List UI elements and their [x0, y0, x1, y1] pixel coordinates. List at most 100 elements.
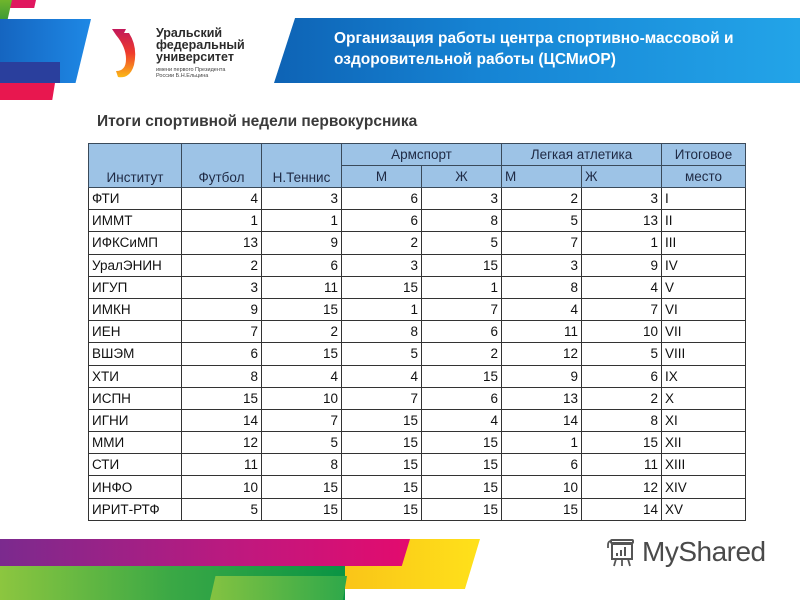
decor-stripe-navy — [0, 62, 60, 83]
cell-football: 15 — [181, 386, 262, 410]
column-header-athletics-female: Ж — [581, 165, 662, 188]
column-header-tennis: Н.Теннис — [261, 143, 342, 188]
table-row: СТИ 11 8 15 15 6 11 XIII — [88, 453, 746, 477]
column-header-armsport-female: Ж — [421, 165, 502, 188]
table-row: ИГНИ 14 7 15 4 14 8 XI — [88, 408, 746, 433]
cell-institute: ФТИ — [88, 186, 182, 211]
cell-final-place: XII — [661, 431, 746, 455]
cell-athletics-male: 2 — [501, 186, 582, 211]
cell-final-place: X — [661, 386, 746, 410]
cell-institute: СТИ — [88, 453, 182, 477]
cell-athletics-male: 8 — [501, 275, 582, 299]
cell-armsport-female: 8 — [421, 209, 502, 233]
cell-athletics-male: 7 — [501, 231, 582, 255]
university-subtitle-line: имени первого Президента — [156, 67, 226, 73]
cell-armsport-male: 15 — [341, 408, 422, 433]
banner-title-line: Организация работы центра спортивно-масс… — [334, 30, 734, 47]
cell-athletics-male: 12 — [501, 342, 582, 366]
cell-athletics-male: 14 — [501, 408, 582, 433]
cell-tennis: 15 — [261, 497, 342, 521]
cell-armsport-male: 15 — [341, 453, 422, 477]
cell-athletics-female: 7 — [581, 297, 662, 322]
banner-title-line: оздоровительной работы (ЦСМиОР) — [334, 51, 616, 68]
table-row: УралЭНИН 2 6 3 15 3 9 IV — [88, 253, 746, 277]
cell-final-place: IV — [661, 253, 746, 277]
cell-athletics-male: 9 — [501, 364, 582, 388]
cell-institute: ИГУП — [88, 275, 182, 299]
cell-athletics-male: 11 — [501, 320, 582, 344]
university-name-line: Уральский — [156, 26, 223, 40]
cell-football: 11 — [181, 453, 262, 477]
cell-football: 8 — [181, 364, 262, 388]
cell-athletics-male: 13 — [501, 386, 582, 410]
cell-final-place: XI — [661, 408, 746, 433]
cell-football: 1 — [181, 209, 262, 233]
cell-athletics-female: 8 — [581, 408, 662, 433]
cell-tennis: 8 — [261, 453, 342, 477]
column-header-final-place-line2: место — [661, 165, 746, 188]
cell-tennis: 15 — [261, 297, 342, 322]
cell-tennis: 11 — [261, 275, 342, 299]
cell-institute: ХТИ — [88, 364, 182, 388]
cell-athletics-female: 1 — [581, 231, 662, 255]
cell-armsport-female: 3 — [421, 186, 502, 211]
table-row: ХТИ 8 4 4 15 9 6 IX — [88, 364, 746, 388]
cell-athletics-male: 15 — [501, 497, 582, 521]
cell-institute: ММИ — [88, 431, 182, 455]
cell-armsport-male: 15 — [341, 431, 422, 455]
cell-institute: ИНФО — [88, 475, 182, 499]
cell-armsport-male: 3 — [341, 253, 422, 277]
cell-tennis: 2 — [261, 320, 342, 344]
cell-final-place: VIII — [661, 342, 746, 366]
cell-armsport-male: 8 — [341, 320, 422, 344]
cell-armsport-male: 4 — [341, 364, 422, 388]
results-table: Институт Футбол Н.Теннис Армспорт Легкая… — [88, 143, 746, 521]
cell-football: 9 — [181, 297, 262, 322]
cell-tennis: 5 — [261, 431, 342, 455]
cell-armsport-female: 15 — [421, 497, 502, 521]
cell-athletics-female: 3 — [581, 186, 662, 211]
cell-armsport-male: 15 — [341, 475, 422, 499]
cell-armsport-male: 1 — [341, 297, 422, 322]
cell-armsport-male: 2 — [341, 231, 422, 255]
cell-tennis: 1 — [261, 209, 342, 233]
university-subtitle: имени первого Президента России Б.Н.Ельц… — [156, 67, 225, 79]
cell-tennis: 9 — [261, 231, 342, 255]
column-header-institute: Институт — [88, 143, 182, 188]
cell-athletics-male: 10 — [501, 475, 582, 499]
cell-armsport-male: 15 — [341, 497, 422, 521]
cell-football: 12 — [181, 431, 262, 455]
university-logo: Уральский федеральный университет имени … — [110, 27, 260, 82]
cell-football: 5 — [181, 497, 262, 521]
cell-armsport-female: 15 — [421, 475, 502, 499]
cell-institute: ИММТ — [88, 209, 182, 233]
cell-football: 3 — [181, 275, 262, 299]
myshared-watermark: MyShared — [606, 536, 766, 568]
university-name-line: федеральный — [156, 38, 245, 52]
cell-armsport-female: 15 — [421, 431, 502, 455]
urfu-logo-icon — [112, 29, 136, 78]
presentation-board-icon — [607, 539, 634, 567]
cell-institute: УралЭНИН — [88, 253, 182, 277]
cell-armsport-female: 15 — [421, 453, 502, 477]
cell-final-place: V — [661, 275, 746, 299]
cell-athletics-female: 6 — [581, 364, 662, 388]
cell-athletics-female: 14 — [581, 497, 662, 521]
column-header-athletics: Легкая атлетика — [501, 143, 662, 166]
cell-armsport-male: 7 — [341, 386, 422, 410]
cell-armsport-female: 2 — [421, 342, 502, 366]
page-title: Итоги спортивной недели первокурсника — [97, 113, 418, 130]
table-row: ИФКСиМП 13 9 2 5 7 1 III — [88, 231, 746, 255]
cell-athletics-male: 5 — [501, 209, 582, 233]
cell-institute: ИЕН — [88, 320, 182, 344]
cell-athletics-female: 5 — [581, 342, 662, 366]
cell-armsport-female: 1 — [421, 275, 502, 299]
column-header-football: Футбол — [181, 143, 262, 188]
column-header-armsport-male: М — [341, 165, 422, 188]
cell-final-place: I — [661, 186, 746, 211]
column-header-armsport: Армспорт — [341, 143, 502, 166]
decor-stripe-magenta — [0, 539, 410, 566]
table-row: ИНФО 10 15 15 15 10 12 XIV — [88, 475, 746, 499]
university-subtitle-line: России Б.Н.Ельцина — [156, 73, 209, 79]
cell-tennis: 6 — [261, 253, 342, 277]
